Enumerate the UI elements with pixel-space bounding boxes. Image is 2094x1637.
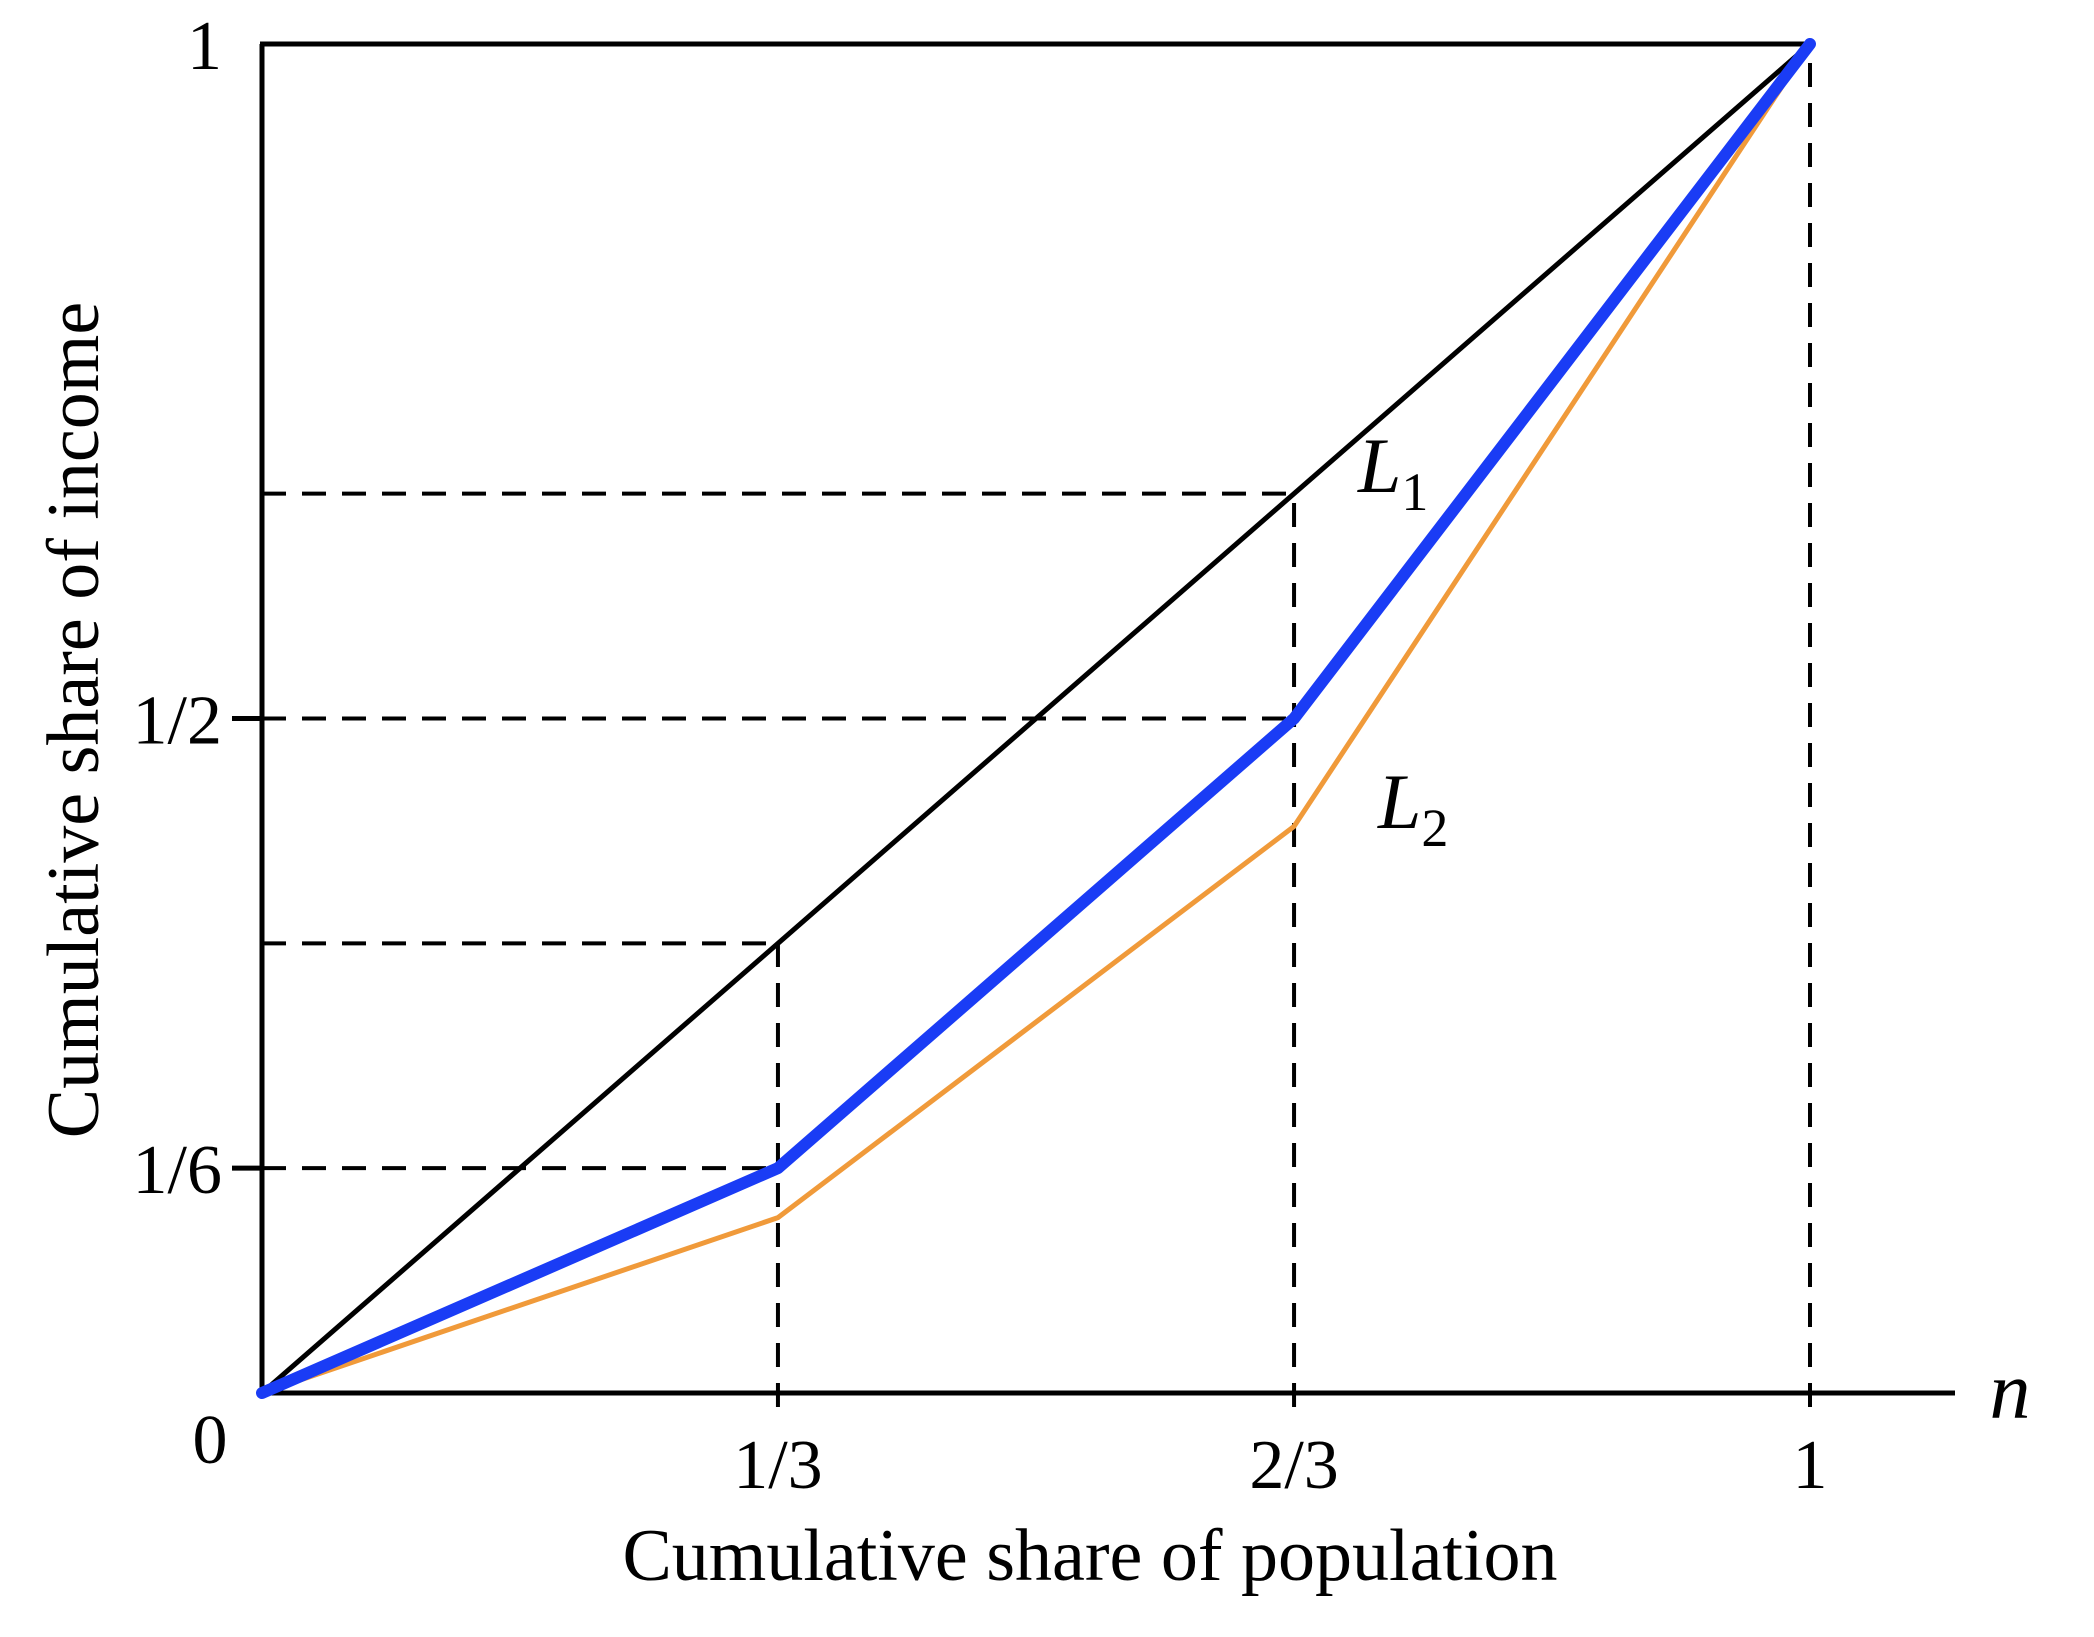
x-tick-label-2: 2/3 [1249,1427,1338,1504]
series-label-l2-letter: L [1377,758,1421,845]
y-axis-title: Cumulative share of income [33,302,115,1138]
series-label-l1: L1 [1357,422,1428,522]
series-lines [256,38,1816,1399]
y-tick-label-1: 1/6 [133,1132,222,1209]
endpoint-marker-2 [1805,39,1815,49]
series-label-l2-subscript: 2 [1421,798,1448,858]
series-label-l2: L2 [1377,758,1448,858]
series-line-equality [259,41,1813,1396]
y-tick-label-2: 1/2 [133,683,222,760]
x-tick-label-3: 1 [1793,1427,1828,1504]
series-line-l2 [259,41,1813,1396]
x-axis-variable: n [1990,1345,2031,1436]
chart-frame [232,41,1955,1396]
y-tick-label-3: 1 [187,8,222,85]
x-axis-title: Cumulative share of population [622,1515,1557,1597]
origin-label: 0 [193,1402,228,1479]
guide-lines [262,44,1812,1407]
series-label-l1-subscript: 1 [1401,462,1428,522]
endpoint-marker-1 [257,1388,267,1398]
series-line-l1 [256,38,1816,1399]
x-tick-label-1: 1/3 [733,1427,822,1504]
series-label-l1-letter: L [1357,422,1401,509]
chart-labels: 0 1/3 2/3 1 1/6 1/2 1 Cumulative share of popul… [33,8,2031,1597]
